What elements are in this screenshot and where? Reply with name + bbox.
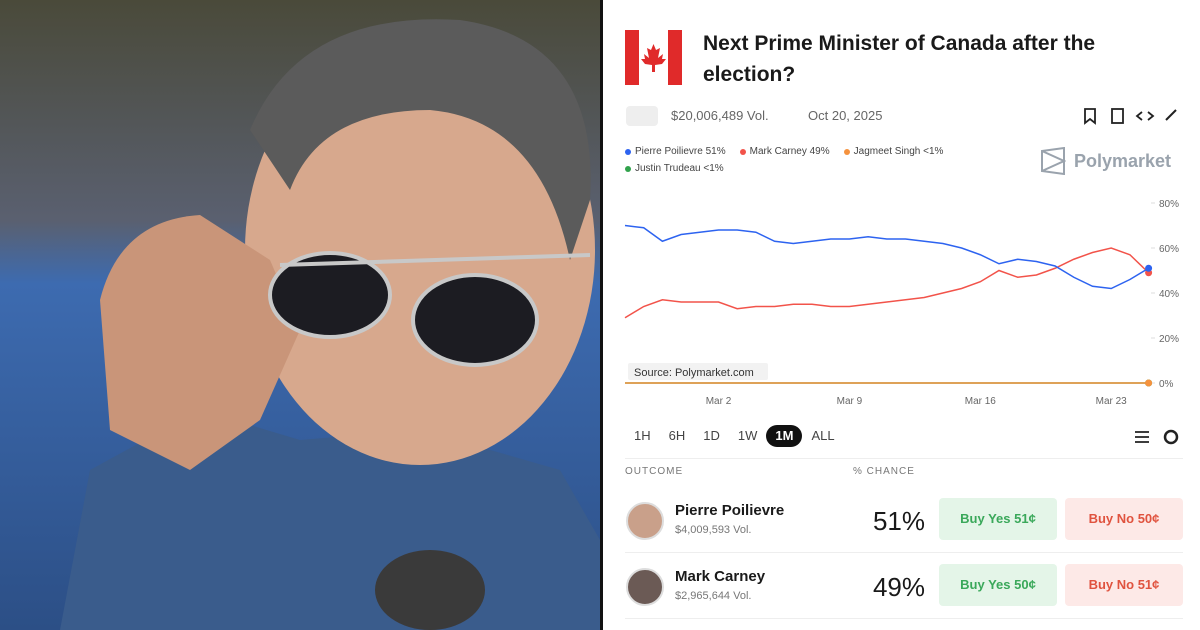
y-tick-label: 40%	[1159, 289, 1179, 300]
doc-icon[interactable]	[1111, 108, 1124, 124]
lens	[411, 273, 539, 367]
hand	[100, 215, 300, 470]
maple-leaf	[641, 44, 666, 72]
timeframe-button[interactable]: 6H	[668, 428, 686, 443]
outcome-volume: $4,009,593 Vol.	[675, 524, 752, 536]
header-chance: % CHANCE	[853, 466, 915, 477]
y-tick-label: 20%	[1159, 334, 1179, 345]
filter-icon[interactable]	[1135, 431, 1149, 443]
row-separator	[625, 552, 1183, 553]
outcome-chance: 51%	[872, 506, 925, 536]
photo	[0, 0, 600, 630]
brand: Polymarket	[1040, 147, 1171, 175]
end-dot	[1145, 379, 1153, 387]
action-icons	[1084, 108, 1177, 125]
chart-settings	[1135, 429, 1179, 445]
legend-item: Justin Trudeau <1%	[625, 163, 724, 174]
legend-label: Pierre Poilievre 51%	[635, 146, 726, 157]
timeframe-button[interactable]: 1M	[766, 425, 803, 447]
divider	[600, 0, 603, 630]
header-outcome: OUTCOME	[625, 466, 684, 477]
timeframe-button[interactable]: 1H	[634, 428, 651, 443]
series-line	[624, 247, 1150, 319]
chart: 80% 60% 40% 20% 0% Mar 2 Mar 9 Mar 16 Mar 23 Sour…	[624, 199, 1179, 407]
outcome-chance: 49%	[872, 572, 925, 602]
date: Oct 20, 2025	[808, 108, 883, 123]
bookmark-icon[interactable]	[1084, 108, 1096, 125]
hair	[250, 19, 591, 260]
legend-item: Pierre Poilievre 51%	[625, 146, 726, 157]
flag-bar	[668, 30, 682, 85]
x-tick-label: Mar 2	[706, 396, 732, 407]
brand-logo	[1041, 147, 1066, 175]
buy-no-button[interactable]: Buy No 50¢	[1065, 498, 1183, 540]
timeframe-button[interactable]: 1D	[703, 428, 720, 443]
row-separator	[625, 618, 1183, 619]
legend-swatch	[625, 148, 631, 155]
volume: $20,006,489 Vol.	[671, 108, 769, 123]
x-tick-label: Mar 16	[965, 396, 997, 407]
gear-icon[interactable]	[1163, 429, 1179, 445]
outcome-name: Mark Carney	[675, 568, 766, 585]
buy-yes-button[interactable]: Buy Yes 50¢	[939, 564, 1057, 606]
source: Source: Polymarket.com	[634, 367, 754, 379]
outcome-name: Pierre Poilievre	[675, 502, 785, 519]
end-dot	[1145, 264, 1153, 272]
timeframe-button[interactable]: ALL	[811, 428, 835, 443]
separator	[625, 458, 1183, 459]
legend-item: Jagmeet Singh <1%	[843, 146, 944, 157]
timeframes: 1H 6H 1D 1W 1M ALL	[625, 425, 844, 447]
y-tick-label: 60%	[1159, 244, 1179, 255]
legend-swatch	[625, 165, 631, 172]
flag	[625, 30, 682, 85]
title: Next Prime Minister of Canada after the …	[703, 32, 1096, 86]
timeframe-button[interactable]: 1W	[737, 428, 758, 443]
buy-no-button[interactable]: Buy No 51¢	[1065, 564, 1183, 606]
avatar	[626, 568, 664, 606]
x-tick-label: Mar 23	[1096, 396, 1128, 407]
y-tick-label: 80%	[1159, 199, 1179, 210]
legend-item: Mark Carney 49%	[739, 146, 830, 157]
legend: Pierre Poilievre 51% Mark Carney 49% Jagme…	[625, 146, 1005, 174]
outcome-volume: $2,965,644 Vol.	[675, 590, 752, 602]
series-line	[624, 224, 1149, 290]
brand-name: Polymarket	[1074, 150, 1172, 171]
link-icon[interactable]	[1165, 109, 1177, 121]
badge[interactable]	[626, 106, 658, 126]
buy-yes-button[interactable]: Buy Yes 51¢	[939, 498, 1057, 540]
avatar	[626, 502, 664, 540]
legend-label: Jagmeet Singh <1%	[853, 146, 944, 157]
legend-swatch	[739, 148, 746, 155]
microphone	[375, 550, 485, 630]
x-tick-label: Mar 9	[837, 396, 863, 407]
legend-label: Mark Carney 49%	[749, 146, 830, 157]
flag-bar	[625, 30, 639, 85]
embed-icon[interactable]	[1135, 111, 1155, 121]
legend-swatch	[843, 148, 850, 155]
y-tick-label: 0%	[1159, 379, 1174, 390]
source-box	[628, 363, 768, 380]
lens	[268, 251, 392, 339]
glasses-frame	[279, 253, 591, 267]
legend-label: Justin Trudeau <1%	[635, 163, 724, 174]
